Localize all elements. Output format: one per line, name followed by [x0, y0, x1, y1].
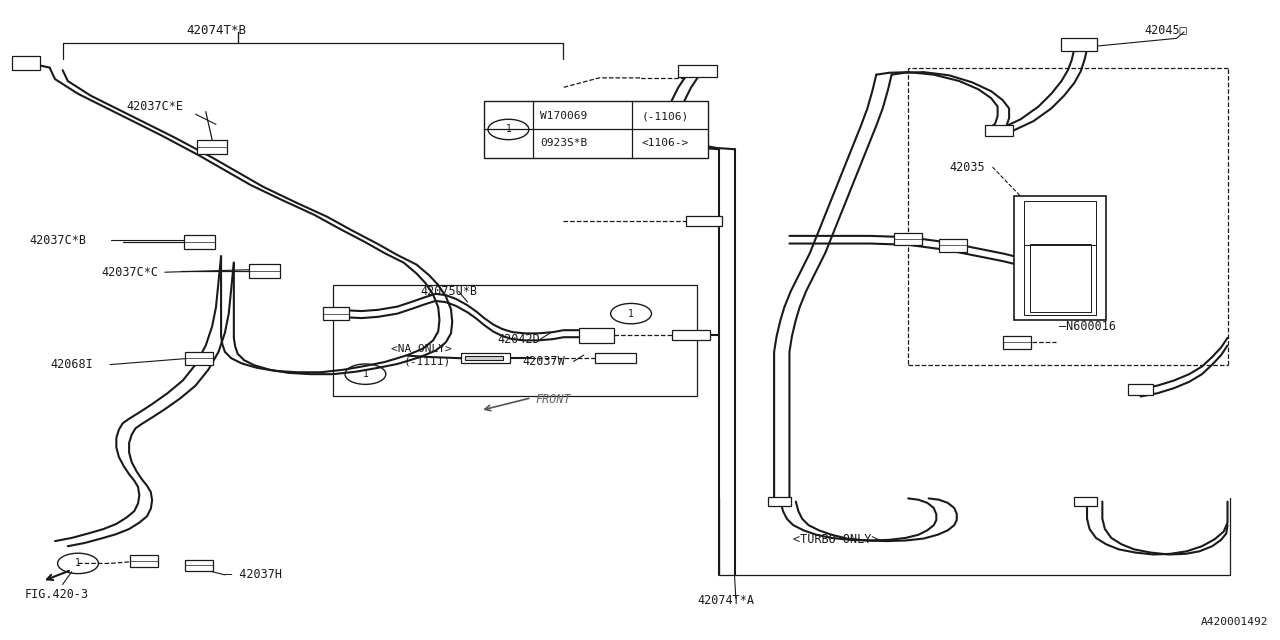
- Text: (-1106): (-1106): [641, 111, 689, 121]
- Bar: [1128, 384, 1153, 395]
- Bar: [334, 285, 698, 396]
- Text: 42037W: 42037W: [522, 355, 566, 368]
- Text: W170069: W170069: [540, 111, 588, 121]
- Bar: [324, 307, 348, 320]
- Text: 42037C*B: 42037C*B: [29, 234, 87, 247]
- Bar: [686, 216, 722, 227]
- Text: 0923S*B: 0923S*B: [540, 138, 588, 148]
- Bar: [186, 559, 214, 571]
- Text: <NA ONLY>: <NA ONLY>: [390, 344, 452, 354]
- Text: 42068I: 42068I: [50, 358, 92, 371]
- Bar: [678, 65, 717, 77]
- Text: 1: 1: [506, 124, 512, 134]
- Bar: [984, 125, 1012, 136]
- Bar: [461, 353, 509, 364]
- Bar: [579, 328, 614, 343]
- Text: <1106->: <1106->: [641, 138, 689, 148]
- Bar: [484, 101, 708, 157]
- Text: 1: 1: [76, 559, 81, 568]
- Text: —N600016: —N600016: [1059, 320, 1116, 333]
- Bar: [465, 356, 503, 360]
- Bar: [938, 239, 966, 252]
- Bar: [184, 235, 215, 248]
- Bar: [1014, 196, 1106, 320]
- Text: 42075U*B: 42075U*B: [420, 285, 477, 298]
- Bar: [1002, 336, 1030, 349]
- Text: 42037C*E: 42037C*E: [127, 100, 183, 113]
- Bar: [197, 140, 228, 154]
- Bar: [1061, 38, 1097, 51]
- Text: FRONT: FRONT: [535, 393, 571, 406]
- Text: 42074T*B: 42074T*B: [187, 24, 247, 36]
- Bar: [14, 59, 37, 67]
- Bar: [895, 233, 923, 246]
- Bar: [1074, 497, 1097, 506]
- Bar: [768, 497, 791, 506]
- Text: <TURBO ONLY>: <TURBO ONLY>: [794, 533, 879, 547]
- Bar: [595, 353, 636, 364]
- Bar: [186, 352, 214, 365]
- Text: 42037C*C: 42037C*C: [101, 266, 157, 278]
- Text: 1: 1: [628, 308, 634, 319]
- Text: 42074T*A: 42074T*A: [698, 594, 754, 607]
- Bar: [1024, 201, 1096, 315]
- Text: 42035: 42035: [948, 161, 984, 173]
- Text: (-1111): (-1111): [403, 356, 451, 367]
- Text: 42045□: 42045□: [1144, 24, 1188, 36]
- Bar: [672, 330, 710, 340]
- Text: FIG.420-3: FIG.420-3: [24, 588, 88, 600]
- Bar: [131, 555, 159, 566]
- Text: 1: 1: [362, 369, 369, 379]
- Text: 42042D: 42042D: [497, 333, 540, 346]
- Bar: [250, 264, 280, 278]
- Text: — 42037H: — 42037H: [225, 568, 282, 581]
- Bar: [12, 56, 40, 70]
- Bar: [1029, 244, 1091, 312]
- Text: A420001492: A420001492: [1201, 617, 1268, 627]
